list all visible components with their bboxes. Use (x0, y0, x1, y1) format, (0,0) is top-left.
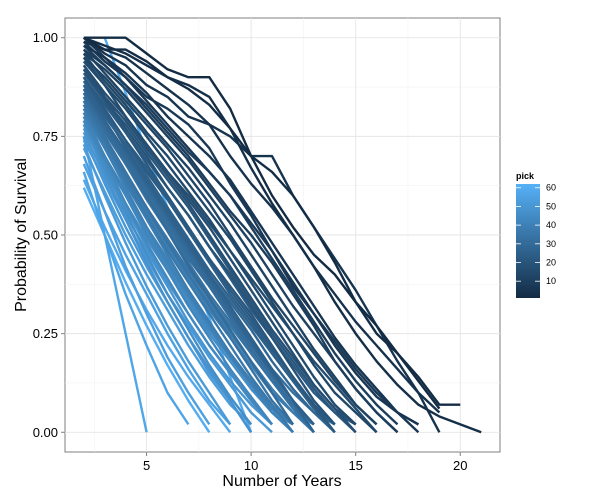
series-line (82, 64, 336, 426)
series-line (82, 147, 252, 426)
x-tick-label: 5 (143, 458, 150, 473)
y-tick-label: 0.75 (33, 129, 58, 144)
series-line (82, 100, 294, 434)
legend-tick-label: 30 (546, 239, 556, 249)
series-line (82, 72, 357, 434)
series-line (82, 60, 357, 426)
series-line (82, 116, 273, 426)
x-tick-label: 10 (244, 458, 258, 473)
y-tick-label: 1.00 (33, 30, 58, 45)
legend-tick-label: 60 (546, 183, 556, 193)
series-line (82, 56, 378, 426)
series-line (82, 76, 315, 426)
series-line (82, 104, 294, 426)
series-line (82, 44, 399, 434)
series-line (82, 124, 253, 433)
legend-title: pick (516, 171, 535, 181)
series-line (82, 68, 336, 434)
series-line (82, 155, 211, 426)
legend-tick-label: 10 (546, 276, 556, 286)
x-tick-label: 20 (453, 458, 467, 473)
legend-tick-label: 40 (546, 220, 556, 230)
series-line (82, 108, 294, 434)
series-line (83, 44, 419, 426)
legend-tick-label: 20 (546, 257, 556, 267)
series-line (82, 40, 420, 434)
series-line (83, 36, 482, 434)
legend-color-bar (516, 184, 540, 298)
y-tick-label: 0.50 (33, 228, 58, 243)
series-line (82, 36, 419, 426)
series-line (82, 179, 232, 434)
y-tick-label: 0.25 (33, 326, 58, 341)
series-line (83, 40, 441, 414)
series-line (82, 88, 315, 433)
series-line (82, 171, 190, 426)
series-line (82, 48, 378, 426)
series-line (82, 52, 378, 434)
y-tick-label: 0.00 (33, 425, 58, 440)
series-line (82, 88, 294, 426)
x-tick-label: 15 (348, 458, 362, 473)
series-line (82, 120, 253, 426)
x-axis-title: Number of Years (222, 473, 341, 490)
series-line (82, 143, 232, 426)
series-line (82, 96, 294, 426)
y-axis-title: Probability of Survival (13, 158, 30, 312)
series-line (83, 36, 441, 410)
legend-tick-label: 50 (546, 201, 556, 211)
color-legend: pick 10 20 30 40 50 60 (516, 171, 556, 298)
